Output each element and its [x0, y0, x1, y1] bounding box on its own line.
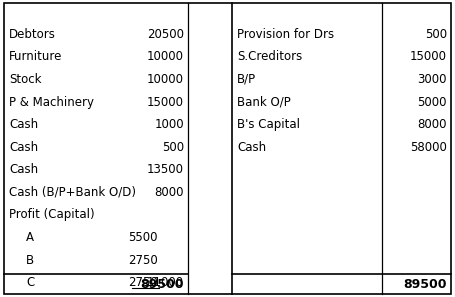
Text: 5000: 5000 — [418, 96, 447, 108]
Text: 10000: 10000 — [147, 73, 184, 86]
Text: Cash: Cash — [237, 141, 266, 154]
Text: C: C — [26, 276, 34, 289]
Text: Stock: Stock — [9, 73, 41, 86]
Text: 58000: 58000 — [410, 141, 447, 154]
Text: 89500: 89500 — [141, 277, 184, 290]
Text: P & Machinery: P & Machinery — [9, 96, 94, 108]
Text: Cash: Cash — [9, 163, 38, 176]
Text: 500: 500 — [425, 28, 447, 41]
Text: 11000: 11000 — [147, 276, 184, 289]
Text: B's Capital: B's Capital — [237, 118, 300, 131]
Text: Bank O/P: Bank O/P — [237, 96, 291, 108]
Text: 3000: 3000 — [418, 73, 447, 86]
Text: 13500: 13500 — [147, 163, 184, 176]
Text: Provision for Drs: Provision for Drs — [237, 28, 334, 41]
Text: 89500: 89500 — [404, 277, 447, 290]
Text: 20500: 20500 — [147, 28, 184, 41]
Text: Cash: Cash — [9, 141, 38, 154]
Text: 2750: 2750 — [128, 254, 158, 267]
Text: 8000: 8000 — [418, 118, 447, 131]
Text: 1000: 1000 — [154, 118, 184, 131]
Text: 15000: 15000 — [147, 96, 184, 108]
Text: Debtors: Debtors — [9, 28, 56, 41]
Text: S.Creditors: S.Creditors — [237, 50, 302, 63]
Text: 2750: 2750 — [128, 276, 158, 289]
Text: A: A — [26, 231, 34, 244]
Text: 15000: 15000 — [410, 50, 447, 63]
Text: 500: 500 — [162, 141, 184, 154]
Text: 8000: 8000 — [155, 186, 184, 199]
Text: B: B — [26, 254, 34, 267]
Text: Profit (Capital): Profit (Capital) — [9, 208, 95, 222]
Text: Cash (B/P+Bank O/D): Cash (B/P+Bank O/D) — [9, 186, 136, 199]
Text: Furniture: Furniture — [9, 50, 62, 63]
Text: 5500: 5500 — [128, 231, 158, 244]
Text: Cash: Cash — [9, 118, 38, 131]
Text: 10000: 10000 — [147, 50, 184, 63]
Text: B/P: B/P — [237, 73, 256, 86]
